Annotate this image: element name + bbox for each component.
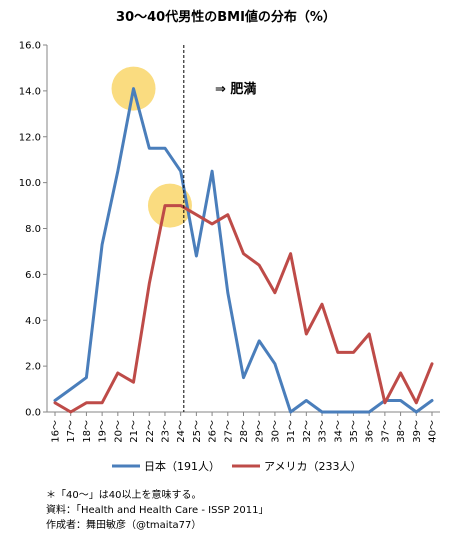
legend-label-1: アメリカ（233人） (264, 460, 361, 473)
x-tick-label: 37～ (380, 420, 391, 443)
x-tick-label: 31～ (286, 420, 297, 443)
x-tick-label: 36～ (365, 420, 376, 443)
x-tick-label: 24～ (176, 420, 187, 443)
y-tick-label: 16.0 (19, 41, 41, 52)
x-tick-label: 20～ (113, 420, 124, 443)
y-tick-label: 8.0 (25, 224, 41, 235)
y-tick-label: 12.0 (19, 132, 41, 143)
x-tick-label: 29～ (255, 420, 266, 443)
axes: 0.0 2.0 4.0 6.0 8.0 10.0 12.0 14.0 16.0 16～ 17～ 18～… (19, 41, 440, 443)
series-line-1 (53, 204, 434, 414)
y-tick-label: 14.0 (19, 86, 41, 97)
y-tick-label: 2.0 (25, 362, 41, 373)
series-line-0 (53, 87, 434, 414)
x-tick-label: 23～ (160, 420, 171, 443)
y-tick-label: 10.0 (19, 178, 41, 189)
x-tick-label: 30～ (270, 420, 281, 443)
y-tick-label: 6.0 (25, 270, 41, 281)
x-tick-label: 16～ (51, 420, 62, 443)
x-tick-label: 21～ (129, 420, 140, 443)
x-tick-label: 18～ (82, 420, 93, 443)
x-tick-label: 33～ (318, 420, 329, 443)
x-tick-label: 34～ (333, 420, 344, 443)
notes: ＊「40～」は40以上を意味する。 資料：「Health and Health … (46, 488, 268, 533)
x-tick-label: 17～ (66, 420, 77, 443)
legend: 日本（191人） アメリカ（233人） (112, 459, 361, 473)
y-tick-label: 4.0 (25, 316, 41, 327)
x-tick-label: 40～ (428, 420, 439, 443)
obesity-annotation: ⇒ 肥満 (215, 81, 256, 97)
x-tick-label: 26～ (208, 420, 219, 443)
x-tick-label: 28～ (239, 420, 250, 443)
series-layer (53, 87, 434, 414)
x-tick-label: 38～ (396, 420, 407, 443)
x-tick-label: 27～ (223, 420, 234, 443)
note-line: ＊「40～」は40以上を意味する。 (46, 490, 202, 501)
legend-label-0: 日本（191人） (144, 459, 220, 473)
x-tick-label: 19～ (98, 420, 109, 443)
x-tick-label: 35～ (349, 420, 360, 443)
y-tick-label: 0.0 (25, 408, 41, 419)
chart-title: 30～40代男性のBMI値の分布（%） (116, 10, 336, 25)
x-tick-label: 25～ (192, 420, 203, 443)
note-line: 作成者：舞田敏彦（@tmaita77） (46, 520, 202, 531)
note-line: 資料：「Health and Health Care - ISSP 2011」 (46, 505, 269, 516)
x-tick-label: 39～ (412, 420, 423, 443)
x-tick-label: 22～ (145, 420, 156, 443)
annotation-layer: ⇒ 肥満 (183, 45, 256, 412)
x-tick-label: 32～ (302, 420, 313, 443)
